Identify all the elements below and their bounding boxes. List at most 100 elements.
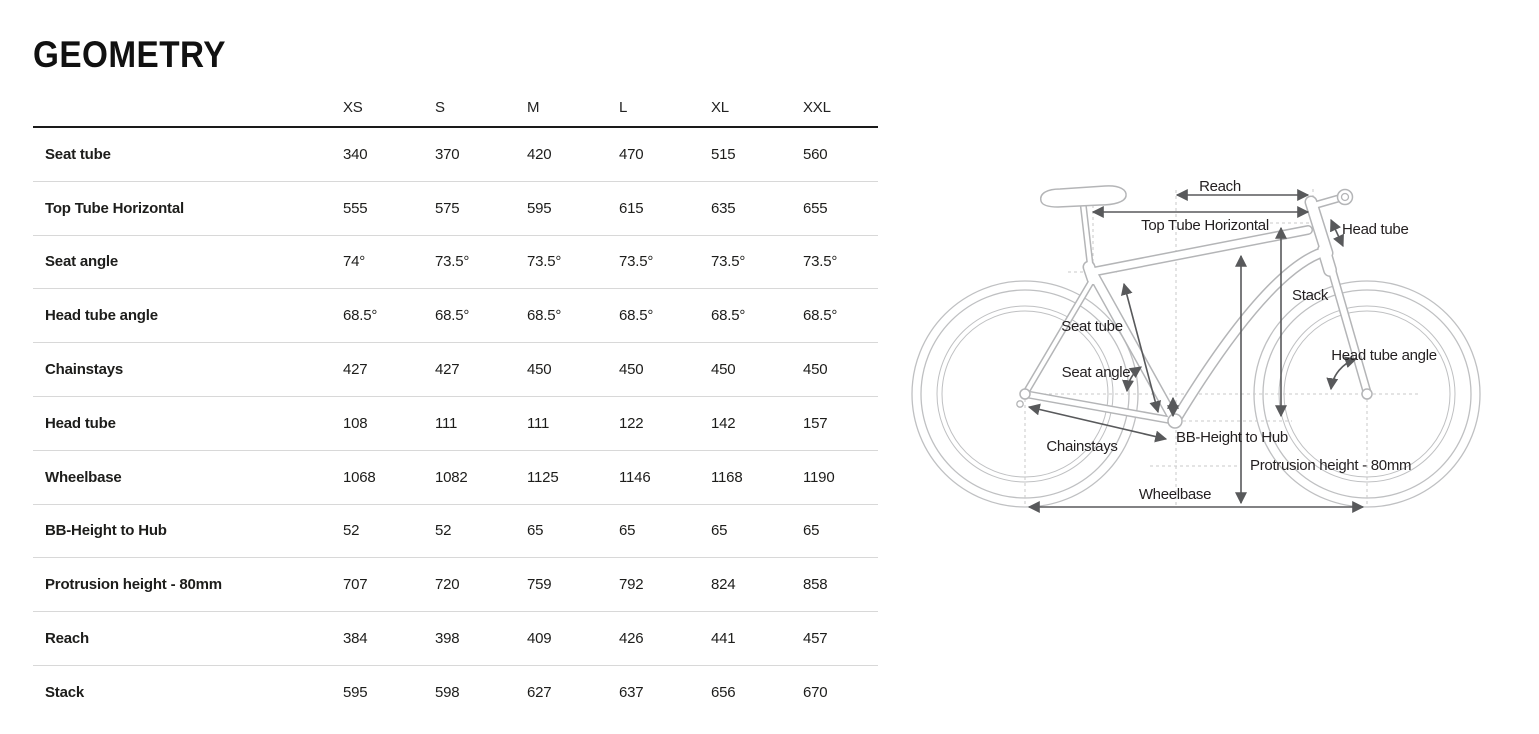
table-cell: 65	[711, 522, 728, 540]
table-cell: 73.5°	[619, 253, 654, 271]
table-cell: 635	[711, 199, 736, 217]
table-row: Seat tube 340 370 420 470 515 560	[33, 128, 878, 182]
chainstays-arrow	[1027, 403, 1168, 443]
diagram-label-top-tube-horizontal: Top Tube Horizontal	[1141, 217, 1269, 234]
bike-frame	[1016, 185, 1373, 429]
table-cell: 1168	[711, 468, 743, 486]
table-cell: 441	[711, 630, 736, 648]
table-cell: 68.5°	[711, 307, 746, 325]
row-label: BB-Height to Hub	[45, 522, 167, 540]
diagram-label-protrusion-height: Protrusion height - 80mm	[1250, 457, 1411, 474]
page-title: GEOMETRY	[33, 34, 226, 75]
table-cell: 1082	[435, 468, 468, 486]
table-cell: 65	[803, 522, 820, 540]
saddle	[1040, 185, 1127, 208]
diagram-label-wheelbase: Wheelbase	[1139, 486, 1211, 503]
head-tube-angle-arc	[1326, 356, 1358, 391]
table-row: Head tube angle 68.5° 68.5° 68.5° 68.5° 68.5°…	[33, 289, 878, 344]
table-cell: 68.5°	[619, 307, 654, 325]
row-label: Seat angle	[45, 253, 119, 271]
table-cell: 73.5°	[803, 253, 838, 271]
table-cell: 426	[619, 630, 644, 648]
table-cell: 111	[435, 414, 458, 432]
table-cell: 142	[711, 414, 736, 432]
bike-geometry-diagram: Reach Top Tube Horizontal Head tube Stac…	[900, 155, 1500, 520]
table-row: BB-Height to Hub 52 52 65 65 65 65	[33, 505, 878, 559]
table-cell: 707	[343, 576, 368, 594]
table-cell: 656	[711, 684, 736, 702]
row-label: Chainstays	[45, 361, 124, 379]
table-cell: 655	[803, 199, 828, 217]
bottom-bracket	[1167, 413, 1183, 429]
table-cell: 720	[435, 576, 460, 594]
row-label: Reach	[45, 630, 90, 648]
table-cell: 627	[527, 684, 552, 702]
table-cell: 515	[711, 145, 736, 163]
seat-tube-arrow	[1120, 282, 1162, 414]
size-header-xxl: XXL	[803, 98, 831, 116]
table-row: Seat angle 74° 73.5° 73.5° 73.5° 73.5° 73.5°	[33, 236, 878, 290]
table-cell: 68.5°	[343, 307, 378, 325]
table-cell: 759	[527, 576, 552, 594]
row-label: Protrusion height - 80mm	[45, 576, 222, 594]
front-hub	[1361, 388, 1373, 400]
table-row: Top Tube Horizontal 555 575 595 615 635 655	[33, 182, 878, 236]
table-row: Wheelbase 1068 1082 1125 1146 1168 1190	[33, 451, 878, 505]
row-label: Wheelbase	[45, 468, 122, 486]
table-cell: 340	[343, 145, 368, 163]
table-cell: 157	[803, 414, 828, 432]
table-row: Chainstays 427 427 450 450 450 450	[33, 343, 878, 397]
table-cell: 858	[803, 576, 828, 594]
table-cell: 575	[435, 199, 460, 217]
handlebar-grip	[1336, 188, 1354, 206]
diagram-label-seat-angle: Seat angle	[1062, 364, 1131, 381]
table-cell: 68.5°	[803, 307, 838, 325]
diagram-label-head-tube: Head tube	[1342, 221, 1409, 238]
table-cell: 111	[527, 414, 550, 432]
table-cell: 1068	[343, 468, 376, 486]
table-cell: 74°	[343, 253, 366, 271]
table-cell: 65	[527, 522, 544, 540]
diagram-label-head-tube-angle: Head tube angle	[1331, 347, 1437, 364]
table-cell: 792	[619, 576, 644, 594]
table-body: Seat tube 340 370 420 470 515 560 Top Tube Hori…	[33, 128, 878, 720]
row-label: Head tube	[45, 414, 116, 432]
table-cell: 108	[343, 414, 368, 432]
table-cell: 450	[527, 361, 552, 379]
table-row: Protrusion height - 80mm 707 720 759 792 824 8…	[33, 558, 878, 613]
size-header-l: L	[619, 98, 628, 116]
row-label: Seat tube	[45, 145, 111, 163]
table-cell: 457	[803, 630, 828, 648]
table-cell: 73.5°	[435, 253, 470, 271]
table-cell: 427	[343, 361, 368, 379]
table-cell: 470	[619, 145, 644, 163]
table-row: Stack 595 598 627 637 656 670	[33, 666, 878, 720]
head-tube-arrow	[1330, 218, 1344, 248]
geometry-table: XS S M L XL XXL Seat tube 340 370 420 470 515 560 To…	[33, 88, 878, 720]
table-cell: 598	[435, 684, 460, 702]
rear-derailleur	[1016, 400, 1024, 408]
table-cell: 398	[435, 630, 460, 648]
table-cell: 370	[435, 145, 460, 163]
table-cell: 555	[343, 199, 368, 217]
table-cell: 73.5°	[527, 253, 562, 271]
row-label: Head tube angle	[45, 307, 158, 325]
table-cell: 68.5°	[527, 307, 562, 325]
size-header-s: S	[435, 98, 445, 116]
table-cell: 450	[619, 361, 644, 379]
diagram-labels: Reach Top Tube Horizontal Head tube Stac…	[1046, 178, 1437, 503]
table-cell: 384	[343, 630, 368, 648]
table-cell: 1125	[527, 468, 559, 486]
table-cell: 615	[619, 199, 644, 217]
table-cell: 52	[435, 522, 452, 540]
rear-hub	[1019, 388, 1031, 400]
table-cell: 73.5°	[711, 253, 746, 271]
table-cell: 1146	[619, 468, 651, 486]
table-cell: 122	[619, 414, 644, 432]
table-cell: 409	[527, 630, 552, 648]
diagram-label-chainstays: Chainstays	[1046, 438, 1117, 455]
table-row: Head tube 108 111 111 122 142 157	[33, 397, 878, 451]
table-cell: 427	[435, 361, 460, 379]
table-cell: 1190	[803, 468, 835, 486]
diagram-label-seat-tube: Seat tube	[1061, 318, 1123, 335]
